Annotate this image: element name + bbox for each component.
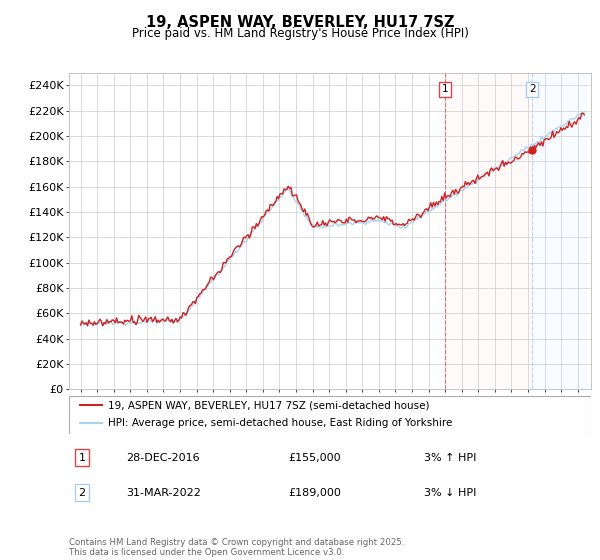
Text: 31-MAR-2022: 31-MAR-2022	[127, 488, 201, 498]
Text: £189,000: £189,000	[288, 488, 341, 498]
Text: 3% ↑ HPI: 3% ↑ HPI	[424, 453, 476, 463]
Text: 1: 1	[442, 84, 448, 94]
Text: 2: 2	[529, 84, 535, 94]
Bar	[532, 73, 586, 389]
Text: £155,000: £155,000	[288, 453, 341, 463]
Text: HPI: Average price, semi-detached house, East Riding of Yorkshire: HPI: Average price, semi-detached house,…	[108, 418, 452, 428]
Text: 2: 2	[79, 488, 86, 498]
Text: 19, ASPEN WAY, BEVERLEY, HU17 7SZ (semi-detached house): 19, ASPEN WAY, BEVERLEY, HU17 7SZ (semi-…	[108, 400, 430, 410]
Text: 19, ASPEN WAY, BEVERLEY, HU17 7SZ: 19, ASPEN WAY, BEVERLEY, HU17 7SZ	[146, 15, 454, 30]
Text: Contains HM Land Registry data © Crown copyright and database right 2025.
This d: Contains HM Land Registry data © Crown c…	[69, 538, 404, 557]
Text: 28-DEC-2016: 28-DEC-2016	[127, 453, 200, 463]
Bar	[445, 73, 532, 389]
Text: Price paid vs. HM Land Registry's House Price Index (HPI): Price paid vs. HM Land Registry's House …	[131, 27, 469, 40]
Text: 1: 1	[79, 453, 86, 463]
Text: 3% ↓ HPI: 3% ↓ HPI	[424, 488, 476, 498]
